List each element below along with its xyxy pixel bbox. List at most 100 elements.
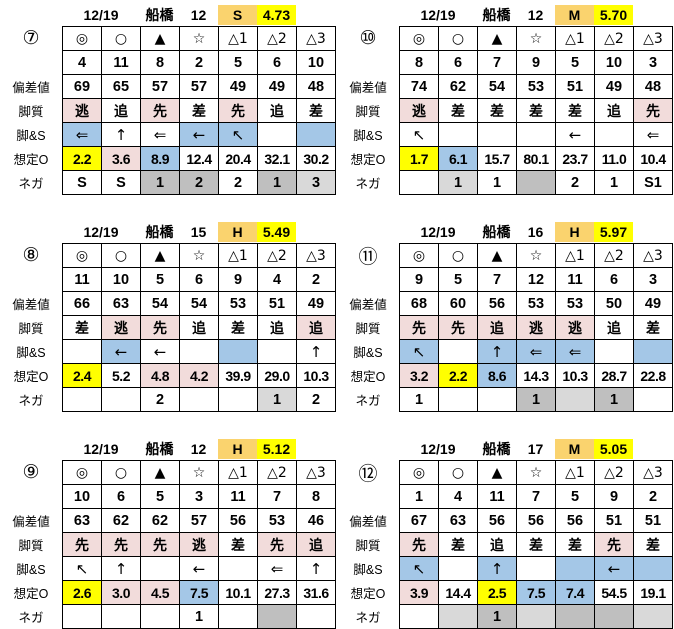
nega-cell <box>439 388 478 412</box>
nega-cell <box>400 171 439 195</box>
assumed-odds-cell: 19.1 <box>634 581 673 605</box>
legs-arrow-cell: ⇐ <box>141 123 180 147</box>
running-style-cell: 先 <box>219 99 258 123</box>
mark-cell: △3 <box>297 244 336 268</box>
horse-number-cell: 2 <box>634 485 673 509</box>
horse-number-cell: 8 <box>141 51 180 75</box>
legs-arrow-cell: ← <box>180 123 219 147</box>
nega-cell: 1 <box>478 605 517 629</box>
legs-arrow-cell: ⇐ <box>634 123 673 147</box>
running-style-cell: 先 <box>258 533 297 557</box>
mark-cell: ○ <box>102 244 141 268</box>
row-label-legs: 脚&S <box>353 345 383 360</box>
deviation-cell: 62 <box>439 75 478 99</box>
horse-number-cell: 4 <box>63 51 102 75</box>
race-header: 12/19 船橋 17 M 5.05 <box>399 438 673 460</box>
deviation-cell: 50 <box>595 292 634 316</box>
assumed-odds-cell: 80.1 <box>517 147 556 171</box>
deviation-cell: 57 <box>180 509 219 533</box>
nega-cell: S <box>102 171 141 195</box>
nega-cell <box>517 605 556 629</box>
running-style-cell: 先 <box>141 316 180 340</box>
row-label-legs: 脚&S <box>16 562 46 577</box>
race-number: 17 <box>527 441 544 457</box>
horse-number-cell: 5 <box>439 268 478 292</box>
assumed-odds-cell: 15.7 <box>478 147 517 171</box>
horse-number-cell: 9 <box>517 51 556 75</box>
race-index-value: 5.97 <box>594 222 633 242</box>
assumed-odds-cell: 20.4 <box>219 147 258 171</box>
running-style-cell: 先 <box>439 316 478 340</box>
legs-arrow-cell: ⇐ <box>63 123 102 147</box>
track-name: 船橋 <box>145 224 174 240</box>
deviation-cell: 54 <box>180 292 219 316</box>
running-style-cell: 追 <box>102 99 141 123</box>
horse-number-cell: 6 <box>595 268 634 292</box>
race-table: ⑪ 偏差値 脚質 脚&S 想定O ネガ 12/19 船橋 16 H 5.97 ◎… <box>337 221 674 412</box>
mark-cell: ○ <box>439 27 478 51</box>
assumed-odds-cell: 7.5 <box>517 581 556 605</box>
table-main: 12/19 船橋 15 H 5.49 ◎ ○ ▲ ☆ △1 △2 △3 11 10 5 6 9 4 2 66… <box>62 221 336 412</box>
legs-arrow-cell <box>634 340 673 364</box>
nega-cell <box>478 388 517 412</box>
nega-cell <box>297 605 336 629</box>
race-class-badge: H <box>218 439 257 459</box>
race-table: ⑫ 偏差値 脚質 脚&S 想定O ネガ 12/19 船橋 17 M 5.05 ◎… <box>337 438 674 629</box>
mark-cell: ◎ <box>63 27 102 51</box>
race-table: ⑩ 偏差値 脚質 脚&S 想定O ネガ 12/19 船橋 12 M 5.70 ◎… <box>337 4 674 195</box>
race-date: 12/19 <box>83 224 119 240</box>
deviation-cell: 57 <box>180 75 219 99</box>
legs-arrow-cell: ⇐ <box>258 557 297 581</box>
assumed-odds-cell: 2.2 <box>439 364 478 388</box>
horse-number-cell: 6 <box>180 268 219 292</box>
cell-grid: ◎ ○ ▲ ☆ △1 △2 △3 4 11 8 2 5 6 10 69 65 57 57 49 49 48 逃追先差先追差… <box>62 26 336 195</box>
mark-cell: △3 <box>634 461 673 485</box>
deviation-cell: 53 <box>556 292 595 316</box>
running-style-cell: 差 <box>478 99 517 123</box>
assumed-odds-cell: 3.2 <box>400 364 439 388</box>
race-class-badge: H <box>555 222 594 242</box>
running-style-cell: 先 <box>400 533 439 557</box>
assumed-odds-cell: 4.2 <box>180 364 219 388</box>
mark-cell: △2 <box>595 244 634 268</box>
track-name: 船橋 <box>482 7 511 23</box>
running-style-cell: 追 <box>595 316 634 340</box>
nega-cell: 1 <box>517 388 556 412</box>
legs-arrow-cell: ↖ <box>63 557 102 581</box>
legs-arrow-cell: ← <box>141 340 180 364</box>
deviation-cell: 60 <box>439 292 478 316</box>
legs-arrow-cell <box>141 557 180 581</box>
running-style-cell: 差 <box>556 533 595 557</box>
assumed-odds-cell: 3.0 <box>102 581 141 605</box>
row-label-assumed-odds: 想定O <box>13 369 49 384</box>
nega-cell <box>258 605 297 629</box>
assumed-odds-cell: 39.9 <box>219 364 258 388</box>
mark-cell: ☆ <box>180 27 219 51</box>
race-header: 12/19 船橋 16 H 5.97 <box>399 221 673 243</box>
mark-cell: △1 <box>219 27 258 51</box>
running-style-cell: 先 <box>595 533 634 557</box>
assumed-odds-cell: 3.9 <box>400 581 439 605</box>
legs-arrow-cell <box>258 340 297 364</box>
horse-number-cell: 7 <box>478 268 517 292</box>
row-label-assumed-odds: 想定O <box>350 152 386 167</box>
mark-cell: ◎ <box>400 244 439 268</box>
row-label-deviation: 偏差値 <box>12 297 50 312</box>
nega-cell <box>219 388 258 412</box>
row-label-nega: ネガ <box>355 176 381 191</box>
assumed-odds-cell: 10.4 <box>634 147 673 171</box>
legs-arrow-cell: ← <box>595 557 634 581</box>
legs-arrow-cell: ⇐ <box>517 340 556 364</box>
race-date: 12/19 <box>420 224 456 240</box>
assumed-odds-cell: 2.2 <box>63 147 102 171</box>
nega-cell: 2 <box>219 171 258 195</box>
cell-grid: ◎ ○ ▲ ☆ △1 △2 △3 9 5 7 12 11 6 3 68 60 56 53 53 50 49 先先追逃逃追差… <box>399 243 673 412</box>
track-name: 船橋 <box>145 7 174 23</box>
legs-arrow-cell <box>517 557 556 581</box>
mark-cell: ◎ <box>400 27 439 51</box>
horse-number-cell: 11 <box>219 485 258 509</box>
label-column: ⑫ 偏差値 脚質 脚&S 想定O ネガ <box>337 438 399 629</box>
assumed-odds-cell: 10.3 <box>556 364 595 388</box>
deviation-cell: 51 <box>556 75 595 99</box>
horse-number-cell: 3 <box>180 485 219 509</box>
